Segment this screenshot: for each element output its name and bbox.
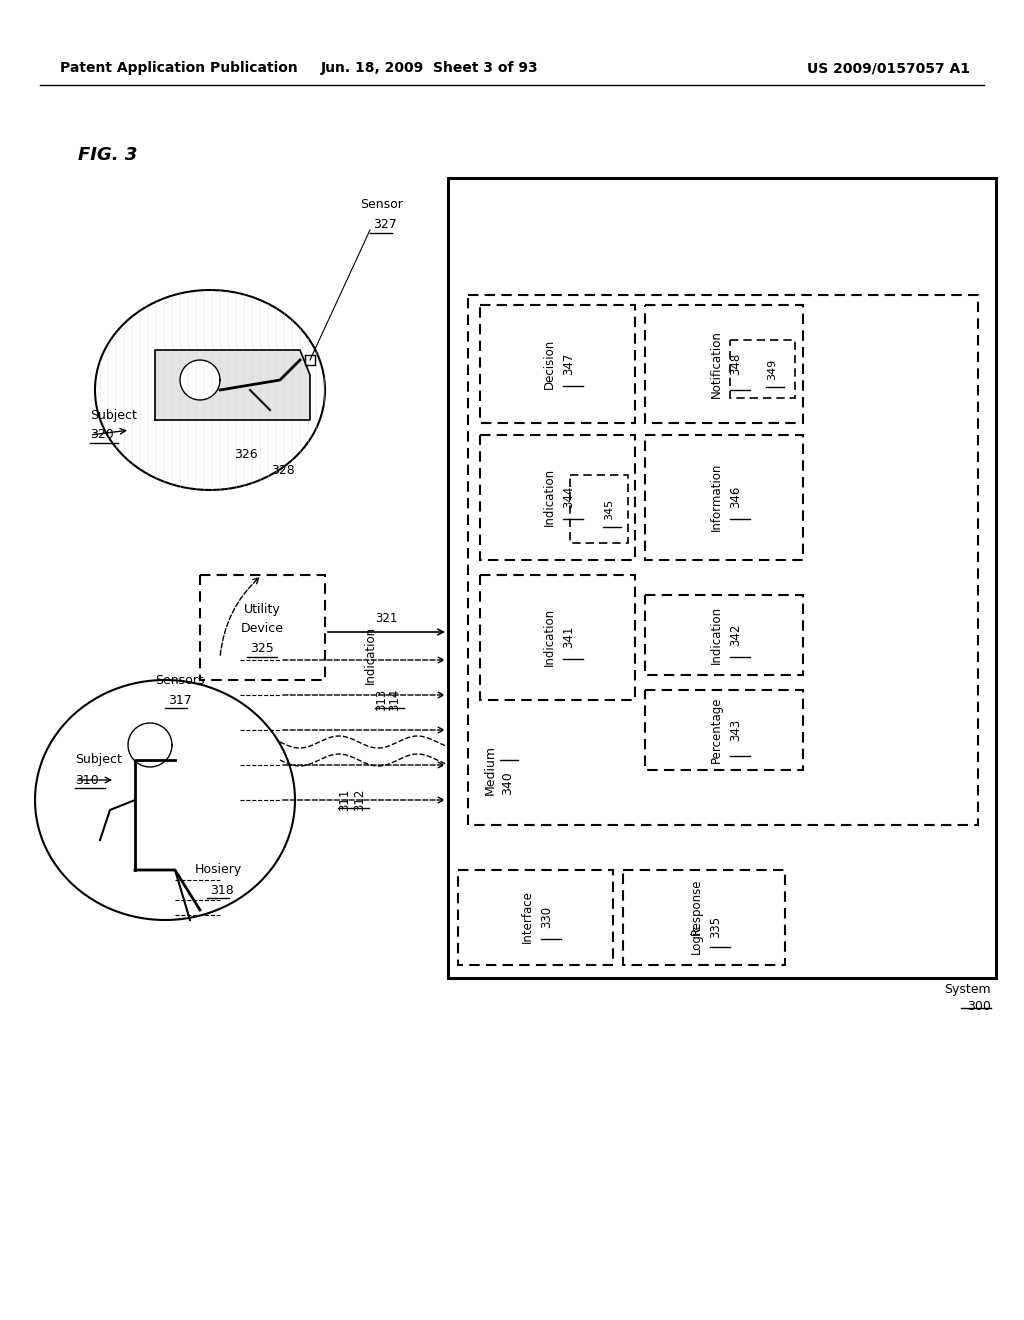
Text: Medium: Medium [483, 744, 497, 795]
Text: Device: Device [241, 623, 284, 635]
Text: Jun. 18, 2009  Sheet 3 of 93: Jun. 18, 2009 Sheet 3 of 93 [322, 61, 539, 75]
Text: 346: 346 [729, 486, 742, 508]
Bar [645, 595, 803, 675]
Text: Indication: Indication [364, 626, 377, 684]
Text: 314: 314 [388, 689, 401, 711]
Polygon shape [180, 360, 220, 400]
Text: US 2009/0157057 A1: US 2009/0157057 A1 [807, 61, 970, 75]
Bar [645, 305, 803, 422]
Text: Subject: Subject [90, 408, 137, 421]
Bar [623, 870, 785, 965]
Text: 345: 345 [604, 499, 614, 520]
Bar [645, 436, 803, 560]
Text: Utility: Utility [244, 602, 281, 615]
Bar [449, 178, 996, 978]
Text: 349: 349 [767, 358, 777, 380]
Text: Indication: Indication [543, 467, 555, 527]
Text: 327: 327 [373, 219, 396, 231]
Bar [480, 576, 635, 700]
Text: Sensors: Sensors [155, 673, 205, 686]
Bar [468, 294, 978, 825]
Text: 312: 312 [353, 789, 367, 812]
Text: 344: 344 [562, 486, 575, 508]
Text: Hosiery: Hosiery [195, 863, 243, 876]
Text: 325: 325 [250, 643, 273, 656]
Text: 340: 340 [502, 771, 514, 795]
Text: 330: 330 [541, 906, 554, 928]
Text: 348: 348 [729, 352, 742, 375]
Text: 321: 321 [375, 612, 397, 626]
Text: 320: 320 [90, 429, 114, 441]
Bar [645, 690, 803, 770]
Text: Patent Application Publication: Patent Application Publication [60, 61, 298, 75]
Text: Response: Response [689, 879, 702, 936]
Text: 311: 311 [339, 789, 351, 812]
Text: Logic: Logic [689, 924, 702, 954]
Bar [570, 475, 628, 543]
Bar [200, 576, 325, 680]
Text: 347: 347 [562, 352, 575, 375]
Text: 342: 342 [729, 624, 742, 647]
Text: 317: 317 [168, 693, 191, 706]
Text: Sensor: Sensor [360, 198, 402, 211]
Polygon shape [128, 723, 172, 767]
Text: Subject: Subject [75, 754, 122, 767]
Text: Indication: Indication [543, 609, 555, 667]
Text: 335: 335 [710, 916, 723, 939]
Text: 318: 318 [210, 883, 233, 896]
Text: 326: 326 [234, 449, 258, 462]
Polygon shape [155, 350, 310, 420]
Bar [730, 341, 795, 399]
Text: 341: 341 [562, 626, 575, 648]
Text: Notification: Notification [710, 330, 723, 397]
Text: 343: 343 [729, 719, 742, 741]
Bar [458, 870, 613, 965]
Bar [480, 305, 635, 422]
Text: System: System [944, 983, 991, 997]
Bar [480, 436, 635, 560]
Text: 328: 328 [271, 463, 295, 477]
Text: 300: 300 [967, 1001, 991, 1012]
Text: Percentage: Percentage [710, 697, 723, 763]
Text: Indication: Indication [710, 606, 723, 664]
Text: Information: Information [710, 463, 723, 531]
Text: Interface: Interface [520, 891, 534, 944]
Text: Decision: Decision [543, 339, 555, 389]
Text: 310: 310 [75, 774, 98, 787]
Text: FIG. 3: FIG. 3 [78, 147, 137, 164]
Text: 313: 313 [376, 689, 388, 711]
